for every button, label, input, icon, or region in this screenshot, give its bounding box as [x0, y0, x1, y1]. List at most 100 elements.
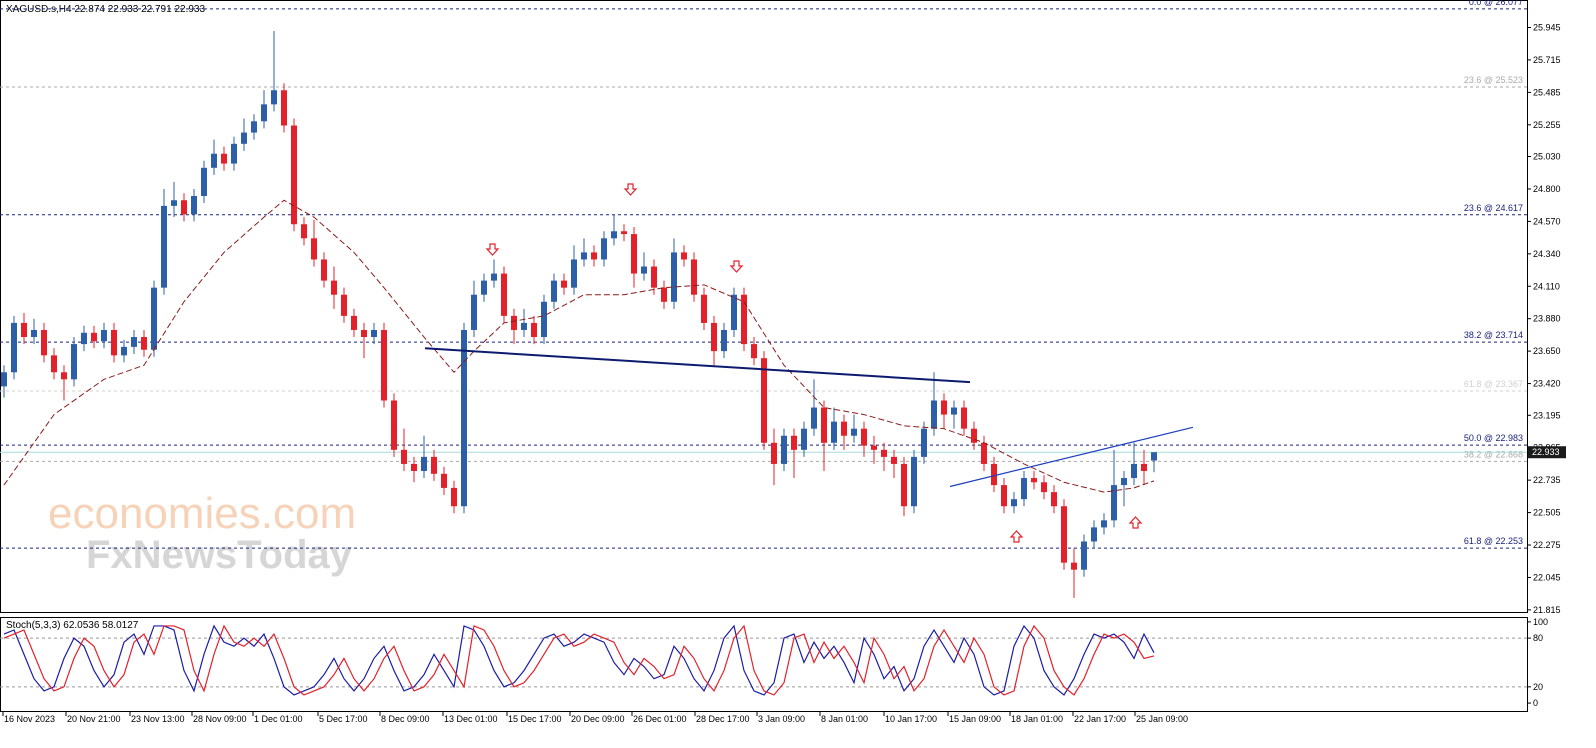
candle-body: [101, 329, 107, 342]
candle-body: [561, 280, 567, 288]
candle-body: [501, 273, 507, 316]
candle-body: [1051, 492, 1057, 507]
candle-body: [691, 259, 697, 295]
candle-body: [351, 315, 357, 330]
x-tick-label: 20 Nov 21:00: [67, 714, 121, 724]
candle-body: [11, 322, 17, 373]
fib-label: 50.0 @ 22.983: [1464, 433, 1523, 443]
candle-body: [541, 301, 547, 338]
up-arrow: [1009, 530, 1024, 543]
candle-body: [821, 407, 827, 443]
candle-body: [731, 294, 737, 330]
y-tick-label: 22.275: [1533, 540, 1561, 550]
candle-body: [1041, 482, 1047, 493]
candle-body: [251, 121, 257, 133]
moving-average: [3, 199, 1155, 493]
trendline: [424, 347, 971, 384]
x-tick-label: 28 Nov 09:00: [193, 714, 247, 724]
x-tick-label: 5 Dec 17:00: [319, 714, 368, 724]
y-tick-label: 23.880: [1533, 314, 1561, 324]
candle-body: [841, 421, 847, 436]
y-tick-label: 25.255: [1533, 120, 1561, 130]
y-tick-label: 20: [1533, 682, 1543, 692]
x-tick-label: 15 Dec 17:00: [508, 714, 562, 724]
candle-body: [171, 200, 177, 206]
x-tick-label: 23 Nov 13:00: [131, 714, 185, 724]
candle-body: [911, 456, 917, 507]
candle-body: [741, 294, 747, 345]
candle-body: [591, 252, 597, 260]
candle-body: [51, 355, 57, 373]
fib-label: 38.2 @ 23.714: [1464, 330, 1523, 340]
candle-body: [961, 407, 967, 429]
candle-body: [311, 238, 317, 260]
candle-body: [1001, 485, 1007, 507]
candle-body: [291, 125, 297, 225]
candle-body: [781, 435, 787, 464]
x-tick-label: 8 Jan 01:00: [821, 714, 868, 724]
y-tick-label: 24.800: [1533, 184, 1561, 194]
candle-body: [551, 280, 557, 302]
candle-body: [271, 90, 277, 105]
candle-body: [481, 280, 487, 295]
down-arrow: [485, 243, 500, 256]
candle-body: [341, 294, 347, 316]
candle-body: [361, 329, 367, 338]
x-tick-label: 16 Nov 2023: [4, 714, 55, 724]
candle-body: [131, 337, 137, 347]
candle-body: [761, 358, 767, 443]
candle-body: [511, 315, 517, 330]
candle-body: [981, 442, 987, 464]
candle-body: [181, 200, 187, 215]
watermark: FxNewsToday: [86, 533, 353, 577]
trendline: [949, 426, 1194, 488]
candle-body: [641, 266, 647, 274]
x-tick-label: 3 Jan 09:00: [758, 714, 805, 724]
candle-body: [231, 143, 237, 164]
candle-body: [491, 273, 497, 281]
candle-body: [601, 238, 607, 260]
y-tick-label: 21.815: [1533, 605, 1561, 615]
x-tick-label: 20 Dec 09:00: [571, 714, 625, 724]
candle-body: [321, 259, 327, 281]
candle-body: [851, 428, 857, 436]
candle-body: [451, 487, 457, 507]
candle-body: [751, 344, 757, 359]
last-price-label: 22.933: [1532, 447, 1560, 457]
up-arrow: [1128, 516, 1143, 529]
candle-body: [701, 294, 707, 323]
candle-body: [1101, 520, 1107, 528]
candle-body: [241, 132, 247, 144]
candle-body: [1071, 562, 1077, 570]
y-tick-label: 25.030: [1533, 152, 1561, 162]
candle-body: [461, 329, 467, 507]
y-tick-label: 25.945: [1533, 22, 1561, 32]
y-tick-label: 23.420: [1533, 379, 1561, 389]
candle-body: [431, 456, 437, 474]
x-tick-label: 13 Dec 01:00: [444, 714, 498, 724]
candle-body: [991, 463, 997, 486]
candle-body: [811, 407, 817, 429]
candle-body: [441, 473, 447, 488]
candle-body: [471, 294, 477, 330]
candle-body: [951, 407, 957, 415]
candle-body: [681, 252, 687, 260]
x-tick-label: 10 Jan 17:00: [885, 714, 937, 724]
candle-body: [621, 231, 627, 235]
x-tick-label: 8 Dec 09:00: [381, 714, 430, 724]
candle-body: [191, 196, 197, 215]
x-tick-label: 1 Dec 01:00: [254, 714, 303, 724]
candle-body: [1131, 463, 1137, 479]
y-tick-label: 24.570: [1533, 216, 1561, 226]
candle-body: [1031, 478, 1037, 483]
y-tick-label: 0: [1533, 698, 1538, 708]
x-tick-label: 28 Dec 17:00: [696, 714, 750, 724]
fib-label: 23.6 @ 25.523: [1464, 75, 1523, 85]
arrows: [485, 183, 1143, 543]
candle-body: [221, 153, 227, 164]
candle-body: [161, 205, 167, 288]
candle-body: [371, 329, 377, 338]
candle-body: [0, 372, 7, 387]
fib-label: 61.8 @ 23.367: [1464, 379, 1523, 389]
